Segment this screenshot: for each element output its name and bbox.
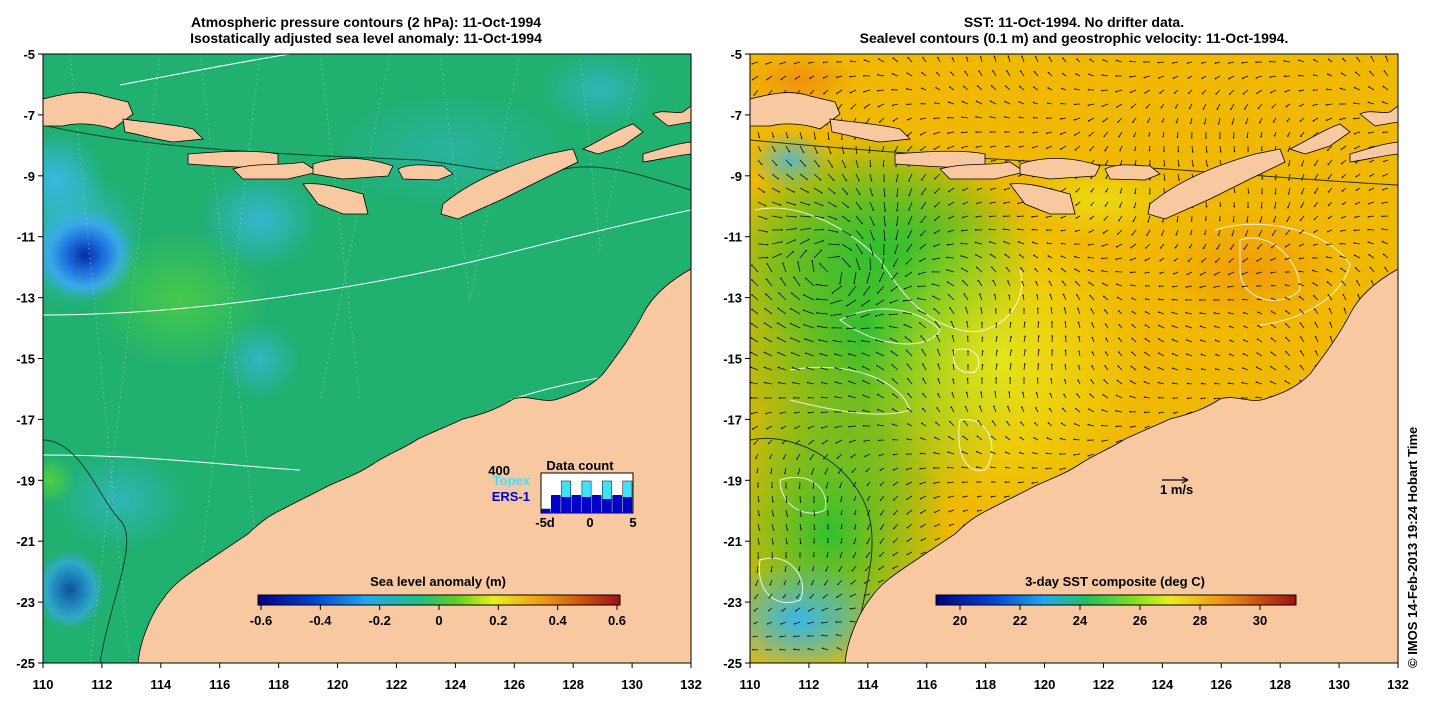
colorbar-tick-label: 0.6 [608,613,626,628]
longitude-tick-label: 110 [740,677,761,692]
colorbar-tick-label: 20 [953,613,967,628]
colorbar-tick-label: 22 [1013,613,1027,628]
longitude-tick-label: 124 [1152,677,1174,692]
topex-label: Topex [493,473,531,488]
colorbar-tick-label: 0.2 [489,613,507,628]
ers-count-bar [602,499,612,513]
ers-count-bar [541,509,551,513]
latitude-tick-label: -5 [730,47,742,62]
longitude-tick-label: 128 [1269,677,1291,692]
longitude-tick-label: 132 [680,677,702,692]
ers-count-bar [551,495,561,513]
longitude-tick-label: 118 [975,677,996,692]
sst-colorbar-label: 3-day SST composite (deg C) [1025,574,1205,589]
right-map: 1 m/s 3-day SST composite (deg C) 20 22 24… [749,53,1399,664]
sla-colorbar-label: Sea level anomaly (m) [370,574,506,589]
latitude-tick-label: -13 [16,291,35,306]
longitude-tick-label: 122 [1093,677,1115,692]
axis-tick-labels: 110 112 114 116 118 120 122 124 126 128 130 132 -5 -7… [16,47,1409,692]
latitude-tick-label: -7 [730,108,742,123]
data-count-inset: 400 Topex ERS-1 Data count -5d 0 5 [488,458,636,530]
sst-colorbar: 3-day SST composite (deg C) 20 22 24 26 28 30 [935,574,1297,628]
sla-colorbar: Sea level anomaly (m) -0.6 -0.4 -0.2 0 0.2 0.… [250,574,626,628]
ers-count-bar [592,495,602,513]
longitude-tick-label: 122 [386,677,408,692]
data-count-xtick: -5d [535,515,555,530]
latitude-tick-label: -9 [730,169,742,184]
colorbar-tick-label: -0.4 [309,613,332,628]
longitude-tick-label: 120 [1034,677,1056,692]
ers-count-bar [561,497,571,513]
latitude-tick-label: -25 [16,656,35,671]
velocity-scale-label: 1 m/s [1160,482,1193,497]
latitude-tick-label: -11 [17,230,35,245]
latitude-tick-label: -25 [723,656,742,671]
ers-label: ERS-1 [492,489,530,504]
left-title-line1: Atmospheric pressure contours (2 hPa): 1… [190,14,542,30]
colorbar-tick-label: 28 [1193,613,1207,628]
data-count-xtick: 5 [629,515,636,530]
colorbar-tick-label: 26 [1133,613,1147,628]
latitude-tick-label: -19 [16,473,35,488]
longitude-tick-label: 116 [209,677,230,692]
latitude-tick-label: -23 [16,595,35,610]
latitude-tick-label: -15 [723,352,742,367]
longitude-tick-label: 112 [91,677,112,692]
longitude-tick-label: 114 [857,677,879,692]
longitude-tick-label: 132 [1387,677,1409,692]
latitude-tick-label: -15 [16,352,35,367]
ers-count-bar [581,497,592,513]
copyright-notice: © IMOS 14-Feb-2013 19:24 Hobart Time [1405,426,1420,668]
ers-count-bar [571,495,581,513]
longitude-tick-label: 116 [916,677,937,692]
data-count-max-label: 400 [488,463,510,478]
latitude-tick-label: -11 [724,230,742,245]
longitude-tick-label: 124 [445,677,467,692]
data-count-xtick: 0 [586,515,593,530]
longitude-tick-label: 130 [1328,677,1350,692]
colorbar-tick-label: 24 [1073,613,1088,628]
longitude-tick-label: 128 [562,677,584,692]
data-count-title: Data count [546,458,614,473]
latitude-tick-label: -5 [23,47,35,62]
longitude-tick-label: 120 [327,677,349,692]
colorbar-tick-label: 30 [1253,613,1267,628]
ers-count-bar [622,497,632,513]
colorbar-tick-label: -0.2 [368,613,390,628]
latitude-tick-label: -9 [23,169,35,184]
longitude-tick-label: 112 [798,677,819,692]
latitude-tick-label: -21 [16,534,35,549]
latitude-tick-label: -17 [723,412,742,427]
left-map: 400 Topex ERS-1 Data count -5d 0 5 Sea l… [42,53,692,664]
colorbar-tick-label: 0.4 [549,613,568,628]
longitude-tick-label: 114 [150,677,172,692]
latitude-tick-label: -23 [723,595,742,610]
left-title-line2: Isostatically adjusted sea level anomaly… [190,30,542,46]
left-panel-title: Atmospheric pressure contours (2 hPa): 1… [40,14,692,46]
right-title-line1: SST: 11-Oct-1994. No drifter data. [963,14,1185,30]
latitude-tick-label: -13 [723,291,742,306]
latitude-tick-label: -17 [16,412,35,427]
longitude-tick-label: 126 [1210,677,1232,692]
right-panel-title: SST: 11-Oct-1994. No drifter data. Seale… [750,14,1398,46]
colorbar-tick-label: -0.6 [250,613,272,628]
latitude-tick-label: -19 [723,473,742,488]
longitude-tick-label: 110 [33,677,54,692]
longitude-tick-label: 118 [268,677,289,692]
colorbar-tick-label: 0 [435,613,442,628]
longitude-tick-label: 130 [621,677,643,692]
ers-count-bar [612,495,622,513]
data-count-bars [540,480,633,514]
longitude-tick-label: 126 [503,677,525,692]
velocity-scale: 1 m/s [1160,476,1193,497]
right-title-line2: Sealevel contours (0.1 m) and geostrophi… [859,30,1289,46]
latitude-tick-label: -7 [23,108,35,123]
latitude-tick-label: -21 [723,534,742,549]
